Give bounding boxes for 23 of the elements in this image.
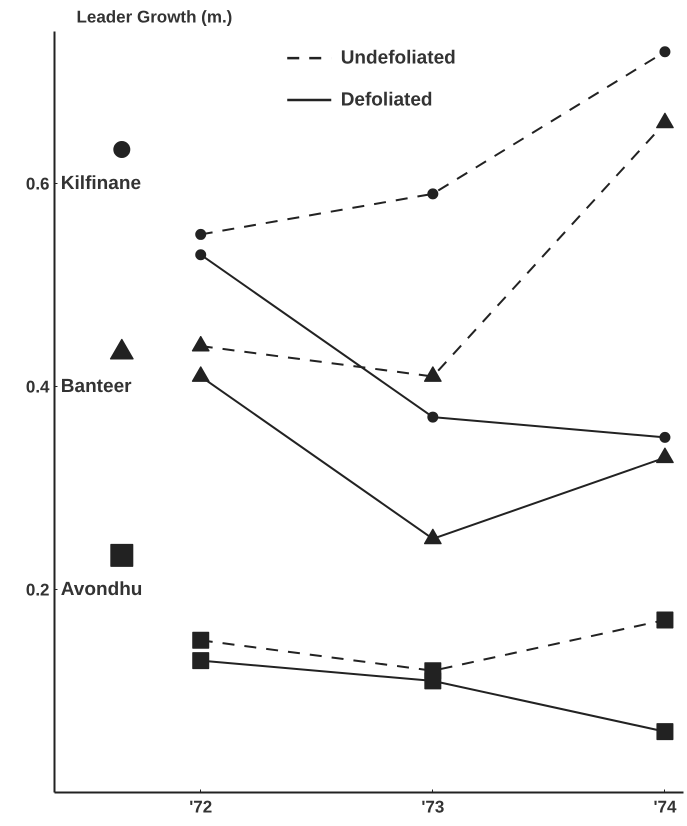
legend-label: Avondhu — [60, 579, 142, 600]
y-tick-label: 0.2 — [26, 580, 50, 600]
point — [192, 652, 210, 670]
point — [659, 46, 670, 58]
point — [192, 632, 210, 649]
x-tick-label: '73 — [421, 798, 444, 816]
point — [427, 188, 438, 200]
annotation: Undefoliated — [340, 48, 456, 69]
annotation: Defoliated — [340, 89, 433, 110]
point — [656, 612, 674, 629]
legend-label: Kilfinane — [60, 173, 142, 194]
x-tick-label: '72 — [189, 798, 212, 816]
point — [659, 432, 670, 443]
y-tick-label: 0.6 — [26, 174, 50, 194]
legend-label: Banteer — [60, 376, 132, 398]
point — [427, 412, 438, 423]
y-tick-label: 0.4 — [26, 378, 50, 397]
point — [656, 723, 674, 740]
y-axis-title: Leader Growth (m.) — [76, 8, 232, 26]
point — [424, 672, 442, 690]
point — [195, 249, 206, 260]
point — [195, 228, 206, 240]
x-tick-label: '74 — [653, 798, 677, 816]
